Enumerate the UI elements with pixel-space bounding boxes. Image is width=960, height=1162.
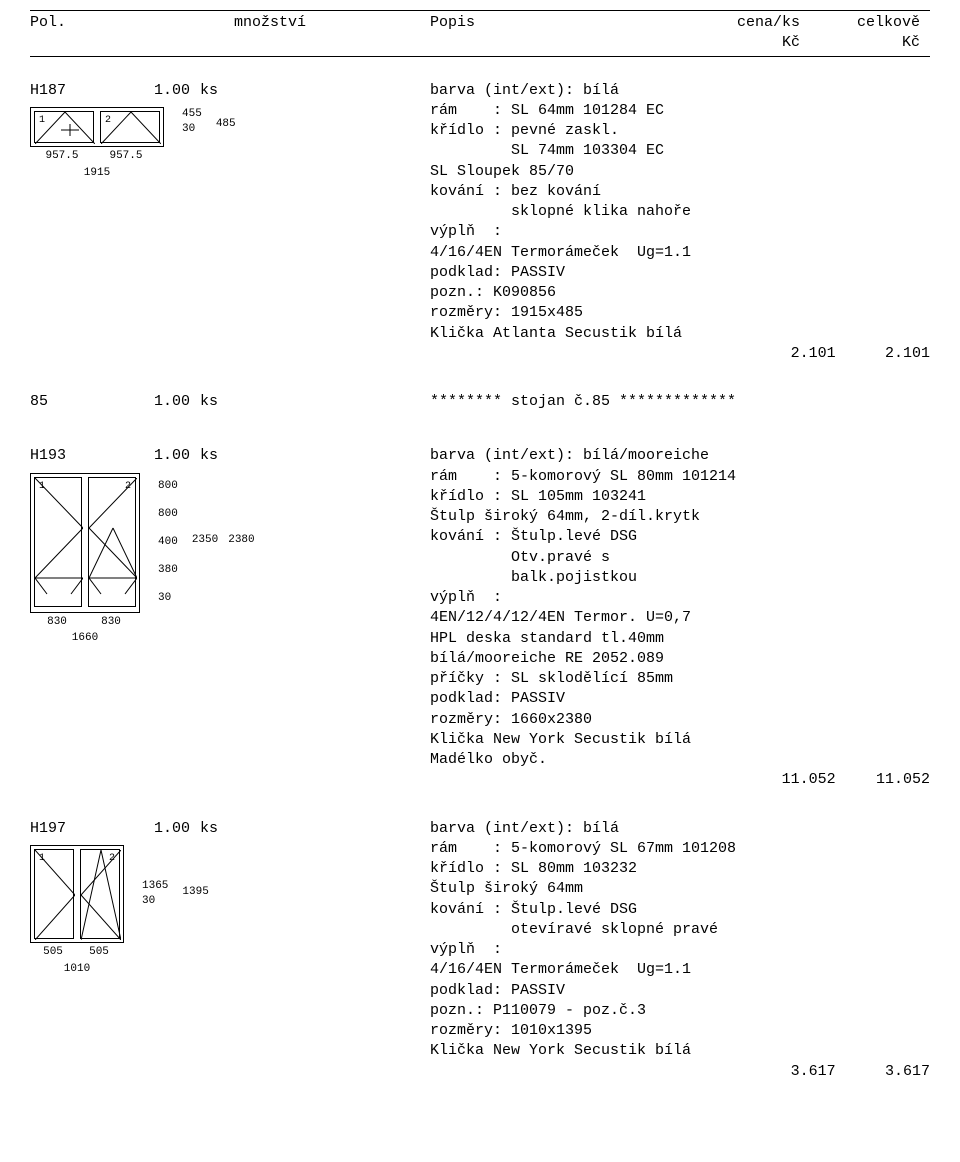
item-qty: 1.00 bbox=[110, 446, 200, 466]
header-celkove: celkově Kč bbox=[800, 13, 920, 54]
item-unit: ks bbox=[200, 81, 240, 101]
item-unit: ks bbox=[200, 819, 240, 839]
item-id: H187 bbox=[30, 81, 110, 101]
price-row: 3.617 3.617 bbox=[430, 1062, 930, 1082]
header-pol: Pol. bbox=[30, 13, 110, 54]
window-lines-icon bbox=[35, 478, 83, 608]
item-id: 85 bbox=[30, 392, 110, 412]
item-qty: 1.00 bbox=[110, 81, 200, 101]
window-drawing: 1 2 505 505 bbox=[30, 845, 430, 977]
header-mnozstvi: množství bbox=[110, 13, 430, 54]
item-id: H197 bbox=[30, 819, 110, 839]
window-drawing: 1 2 957.5 957.5 bbox=[30, 107, 430, 181]
total-price: 3.617 bbox=[836, 1062, 930, 1082]
window-lines-icon bbox=[81, 850, 121, 940]
item-h187: H187 1.00 ks 1 2 bbox=[30, 81, 930, 365]
header-popis: Popis bbox=[430, 13, 650, 54]
item-description: barva (int/ext): bílá/mooreiche rám : 5-… bbox=[430, 446, 930, 790]
unit-price: 11.052 bbox=[779, 770, 836, 790]
item-description: barva (int/ext): bílá rám : 5-komorový S… bbox=[430, 819, 930, 1082]
item-header: H193 1.00 ks bbox=[30, 446, 430, 466]
window-drawing: 1 2 bbox=[30, 473, 430, 647]
total-price: 11.052 bbox=[836, 770, 930, 790]
unit-price: 2.101 bbox=[779, 344, 836, 364]
item-h197: H197 1.00 ks 1 2 bbox=[30, 819, 930, 1082]
table-header: Pol. množství Popis cena/ks Kč celkově K… bbox=[30, 10, 930, 57]
triangle-icon bbox=[35, 112, 95, 144]
price-row: 2.101 2.101 bbox=[430, 344, 930, 364]
window-lines-icon bbox=[89, 478, 137, 608]
price-row: 11.052 11.052 bbox=[430, 770, 930, 790]
item-header: H187 1.00 ks bbox=[30, 81, 430, 101]
item-description: barva (int/ext): bílá rám : SL 64mm 1012… bbox=[430, 81, 930, 365]
item-unit: ks bbox=[200, 392, 240, 412]
triangle-icon bbox=[101, 112, 161, 144]
header-cena: cena/ks Kč bbox=[650, 13, 800, 54]
item-h193: H193 1.00 ks 1 2 bbox=[30, 446, 930, 790]
window-lines-icon bbox=[35, 850, 75, 940]
separator-text: ******** stojan č.85 ************* bbox=[430, 392, 930, 412]
item-qty: 1.00 bbox=[110, 819, 200, 839]
item-85: 85 1.00 ks ******** stojan č.85 ********… bbox=[30, 392, 930, 418]
unit-price: 3.617 bbox=[779, 1062, 836, 1082]
total-price: 2.101 bbox=[836, 344, 930, 364]
item-qty: 1.00 bbox=[110, 392, 200, 412]
item-id: H193 bbox=[30, 446, 110, 466]
item-header: 85 1.00 ks bbox=[30, 392, 430, 412]
item-header: H197 1.00 ks bbox=[30, 819, 430, 839]
item-unit: ks bbox=[200, 446, 240, 466]
